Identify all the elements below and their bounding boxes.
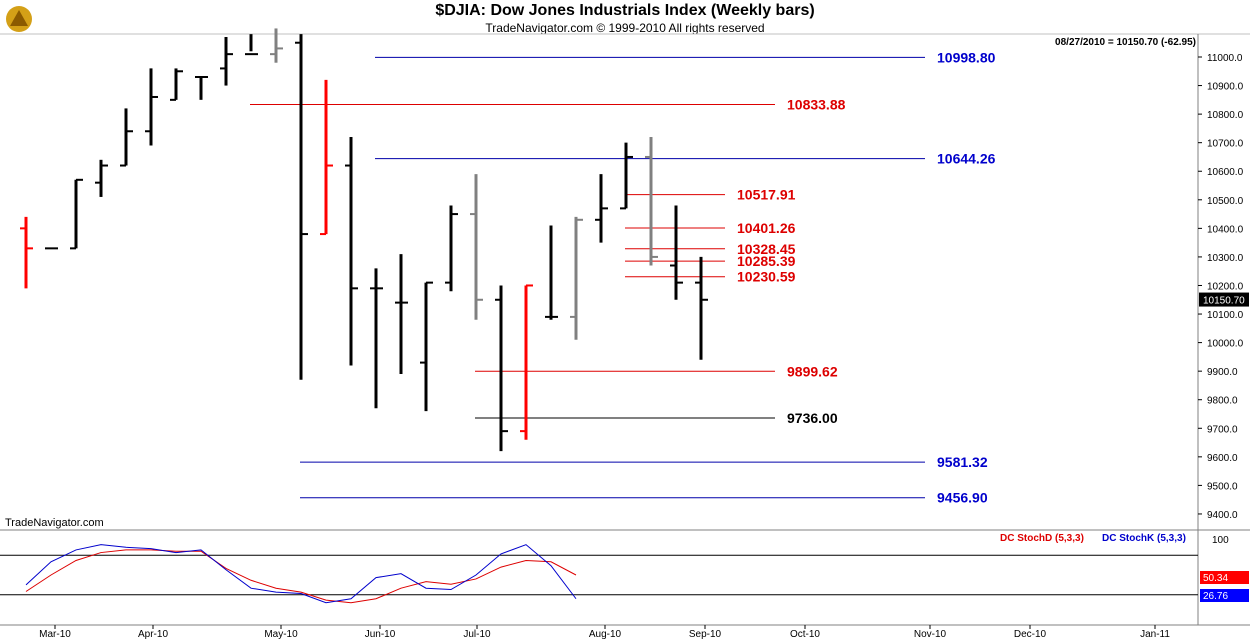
ohlc-bar <box>320 79 333 236</box>
date-label: Oct-10 <box>790 629 820 640</box>
ohlc-bar <box>645 136 658 266</box>
ohlc-bar <box>470 174 483 320</box>
ohlc-bar <box>245 34 258 56</box>
level-label: 10285.39 <box>737 253 796 269</box>
stochk-value: 26.76 <box>1203 591 1228 602</box>
ohlc-bar <box>370 268 383 409</box>
price-tick-label: 10500.0 <box>1207 196 1244 207</box>
stochk-value-box <box>1200 589 1249 602</box>
chart-subtitle: TradeNavigator.com © 1999-2010 All right… <box>485 21 765 35</box>
ohlc-bar <box>695 256 708 360</box>
chart-title: $DJIA: Dow Jones Industrials Index (Week… <box>435 2 815 19</box>
price-tick-label: 9800.0 <box>1207 396 1238 407</box>
price-tick-label: 10200.0 <box>1207 281 1244 292</box>
date-label: Jul-10 <box>463 629 491 640</box>
ohlc-bar <box>145 68 158 146</box>
level-label: 10401.26 <box>737 220 796 236</box>
stochk-legend: DC StochK (5,3,3) <box>1102 533 1186 544</box>
date-axis: Mar-10 Apr-10 May-10 Jun-10 Jul-10 Aug-10 Sep-… <box>39 625 1170 640</box>
watermark-label: TradeNavigator.com <box>5 517 104 529</box>
level-label: 10644.26 <box>937 151 996 167</box>
date-label: Apr-10 <box>138 629 168 640</box>
ohlc-bar <box>295 34 308 380</box>
level-label: 9736.00 <box>787 410 838 426</box>
level-label: 9456.90 <box>937 490 988 506</box>
ohlc-bar <box>670 205 683 300</box>
level-label: 10833.88 <box>787 96 846 112</box>
stochk-line <box>25 544 577 604</box>
ohlc-bar <box>420 281 433 412</box>
stochd-value-box <box>1200 571 1249 584</box>
price-tick-label: 10700.0 <box>1207 139 1244 150</box>
last-price-label: 10150.70 <box>1203 296 1245 307</box>
ohlc-bar <box>195 75 208 100</box>
ohlc-bar <box>20 216 33 289</box>
stochd-line <box>25 549 577 604</box>
ohlc-bar <box>270 28 283 63</box>
ohlc-bar <box>545 225 558 320</box>
stoch-scale-top: 100 <box>1212 535 1229 546</box>
price-tick-label: 10400.0 <box>1207 224 1244 235</box>
date-label: Nov-10 <box>914 629 947 640</box>
price-axis: 11000.0 10900.0 10800.0 10700.0 10600.0 10500… <box>1198 53 1249 521</box>
stochd-legend: DC StochD (5,3,3) <box>1000 533 1084 544</box>
price-tick-label: 9700.0 <box>1207 424 1238 435</box>
ohlc-bar <box>120 108 133 167</box>
stochd-value: 50.34 <box>1203 573 1228 584</box>
level-label: 9899.62 <box>787 363 838 379</box>
date-label: Dec-10 <box>1014 629 1047 640</box>
level-label: 9581.32 <box>937 454 988 470</box>
price-tick-label: 11000.0 <box>1207 53 1243 64</box>
ohlc-bar <box>620 142 633 210</box>
ohlc-bar <box>495 285 508 452</box>
ohlc-bar <box>570 216 583 340</box>
ohlc-bar <box>220 37 233 86</box>
price-tick-label: 10100.0 <box>1207 310 1244 321</box>
level-label: 10328.45 <box>737 241 796 257</box>
price-bars <box>20 28 708 452</box>
ohlc-bar <box>70 178 83 250</box>
ohlc-bar <box>170 68 183 101</box>
date-label: Mar-10 <box>39 629 71 640</box>
ohlc-bar <box>445 205 458 292</box>
ohlc-bar <box>95 159 108 197</box>
last-price-status: 08/27/2010 = 10150.70 (-62.95) <box>1055 37 1196 48</box>
tradenavigator-logo <box>4 4 34 34</box>
price-tick-label: 10000.0 <box>1207 339 1244 350</box>
price-tick-label: 10300.0 <box>1207 253 1244 264</box>
last-price-box <box>1199 292 1249 307</box>
ohlc-bar <box>520 284 533 440</box>
price-tick-label: 10800.0 <box>1207 110 1244 121</box>
price-tick-label: 9400.0 <box>1207 510 1238 521</box>
price-tick-label: 9500.0 <box>1207 481 1238 492</box>
date-label: Sep-10 <box>689 629 722 640</box>
price-tick-label: 10600.0 <box>1207 167 1244 178</box>
date-label: Jun-10 <box>365 629 396 640</box>
ohlc-bar <box>345 136 358 366</box>
date-label: Aug-10 <box>589 629 622 640</box>
price-tick-label: 10900.0 <box>1207 82 1244 93</box>
price-tick-label: 9900.0 <box>1207 367 1238 378</box>
level-label: 10517.91 <box>737 187 796 203</box>
fib-levels: 10998.80 10833.88 10644.26 10517.91 10401.26… <box>250 49 996 506</box>
stochastic-pane: 100 50.34 26.76 <box>0 535 1249 604</box>
ohlc-bar <box>595 174 608 243</box>
level-label: 10998.80 <box>937 49 996 65</box>
level-label: 10230.59 <box>737 269 796 285</box>
date-label: Jan-11 <box>1140 629 1170 640</box>
price-tick-label: 9600.0 <box>1207 453 1238 464</box>
date-label: May-10 <box>264 629 298 640</box>
ohlc-bar <box>395 254 408 375</box>
